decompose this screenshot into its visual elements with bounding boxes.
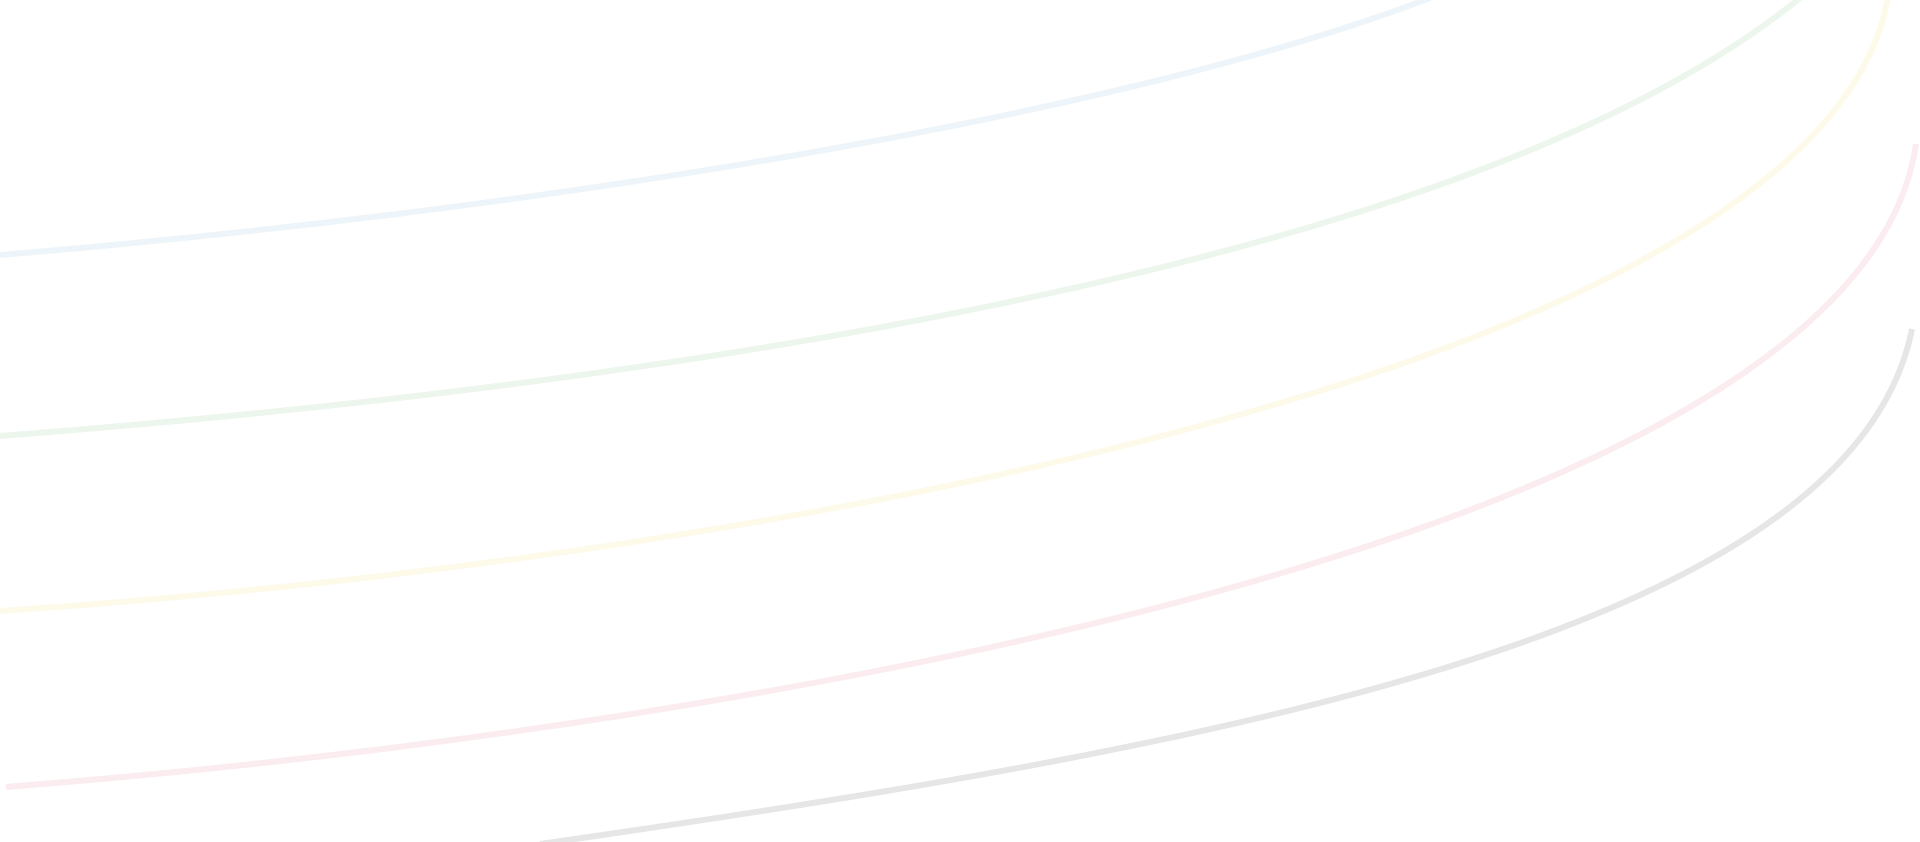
yellow-curve (0, 0, 1891, 614)
pink-curve (5, 143, 1919, 790)
gray-curve (539, 328, 1915, 842)
blue-curve (0, 0, 1432, 258)
green-curve (0, 0, 1802, 439)
